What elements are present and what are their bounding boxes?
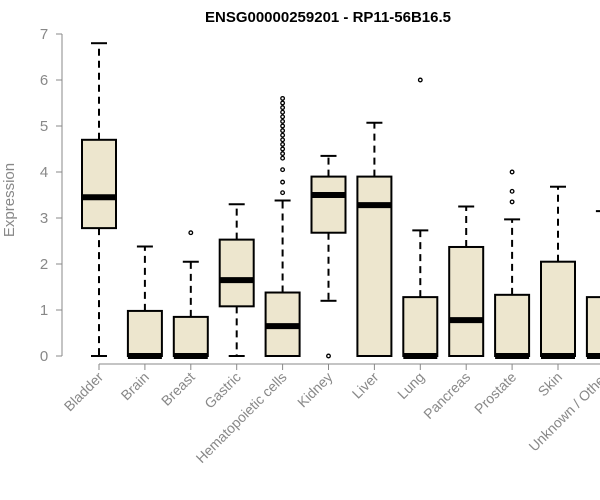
outlier-point — [280, 114, 286, 120]
box-body — [310, 175, 347, 234]
box-4 — [264, 95, 301, 357]
outlier-point — [280, 146, 286, 152]
box-body — [126, 309, 163, 358]
y-tick-label: 2 — [40, 256, 48, 273]
y-tick-label: 5 — [40, 118, 48, 135]
x-tick-label: Bladder — [61, 369, 107, 415]
outlier-point — [509, 188, 515, 194]
box-body — [402, 296, 439, 357]
outlier-point — [188, 230, 194, 236]
outlier-point — [280, 155, 286, 161]
x-tick-label: Skin — [535, 369, 566, 400]
box-10 — [540, 185, 576, 359]
box-body — [218, 238, 255, 308]
box-body — [494, 293, 531, 358]
x-tick-label: Kidney — [294, 369, 336, 411]
y-tick-label: 6 — [40, 72, 48, 89]
outlier-point — [509, 169, 515, 175]
x-tick-label: Liver — [349, 369, 382, 402]
outlier-point — [280, 137, 286, 143]
x-tick-label: Lung — [394, 369, 427, 402]
box-body — [448, 245, 485, 357]
outlier-point — [280, 105, 286, 111]
outlier-point — [280, 179, 286, 185]
y-tick-label: 4 — [40, 164, 48, 181]
box-8 — [448, 205, 485, 357]
x-tick-label: Brain — [118, 369, 152, 403]
outlier-point — [280, 100, 286, 106]
box-7 — [402, 77, 439, 359]
y-tick-label: 1 — [40, 302, 48, 319]
box-body — [540, 260, 576, 358]
outlier-point — [280, 167, 286, 173]
box-series — [81, 42, 600, 359]
outlier-point — [326, 353, 331, 359]
outlier-point — [280, 118, 286, 124]
box-0 — [81, 42, 117, 357]
outlier-point — [280, 141, 286, 147]
chart-title: ENSG00000259201 - RP11-56B16.5 — [205, 9, 451, 26]
outlier-point — [280, 109, 286, 115]
outlier-point — [280, 123, 286, 129]
outlier-point — [280, 128, 286, 134]
outlier-point — [509, 199, 515, 205]
box-6 — [356, 121, 393, 357]
outlier-point — [280, 190, 286, 196]
outlier-point — [280, 132, 286, 138]
outlier-point — [280, 151, 286, 157]
y-axis-label: Expression — [1, 163, 18, 237]
y-axis: 0 1 2 3 4 5 6 7 — [40, 26, 63, 365]
x-tick-label: Pancreas — [420, 369, 473, 422]
y-tick-label: 7 — [40, 26, 48, 43]
box-3 — [218, 203, 255, 357]
box-1 — [126, 245, 163, 359]
box-body — [172, 315, 209, 357]
y-tick-label: 3 — [40, 210, 48, 227]
x-tick-label: Gastric — [201, 369, 244, 412]
box-2 — [172, 230, 209, 359]
x-tick-label: Hematopoietic cells — [193, 369, 290, 466]
box-5 — [310, 154, 347, 359]
y-tick-label: 0 — [40, 348, 48, 365]
box-body — [81, 138, 117, 230]
x-tick-label: Prostate — [471, 369, 519, 417]
box-9 — [494, 169, 531, 359]
box-body — [585, 296, 600, 357]
outlier-point — [280, 95, 286, 101]
x-tick-label: Breast — [158, 369, 198, 409]
box-11 — [585, 210, 600, 359]
outlier-point — [417, 77, 423, 83]
